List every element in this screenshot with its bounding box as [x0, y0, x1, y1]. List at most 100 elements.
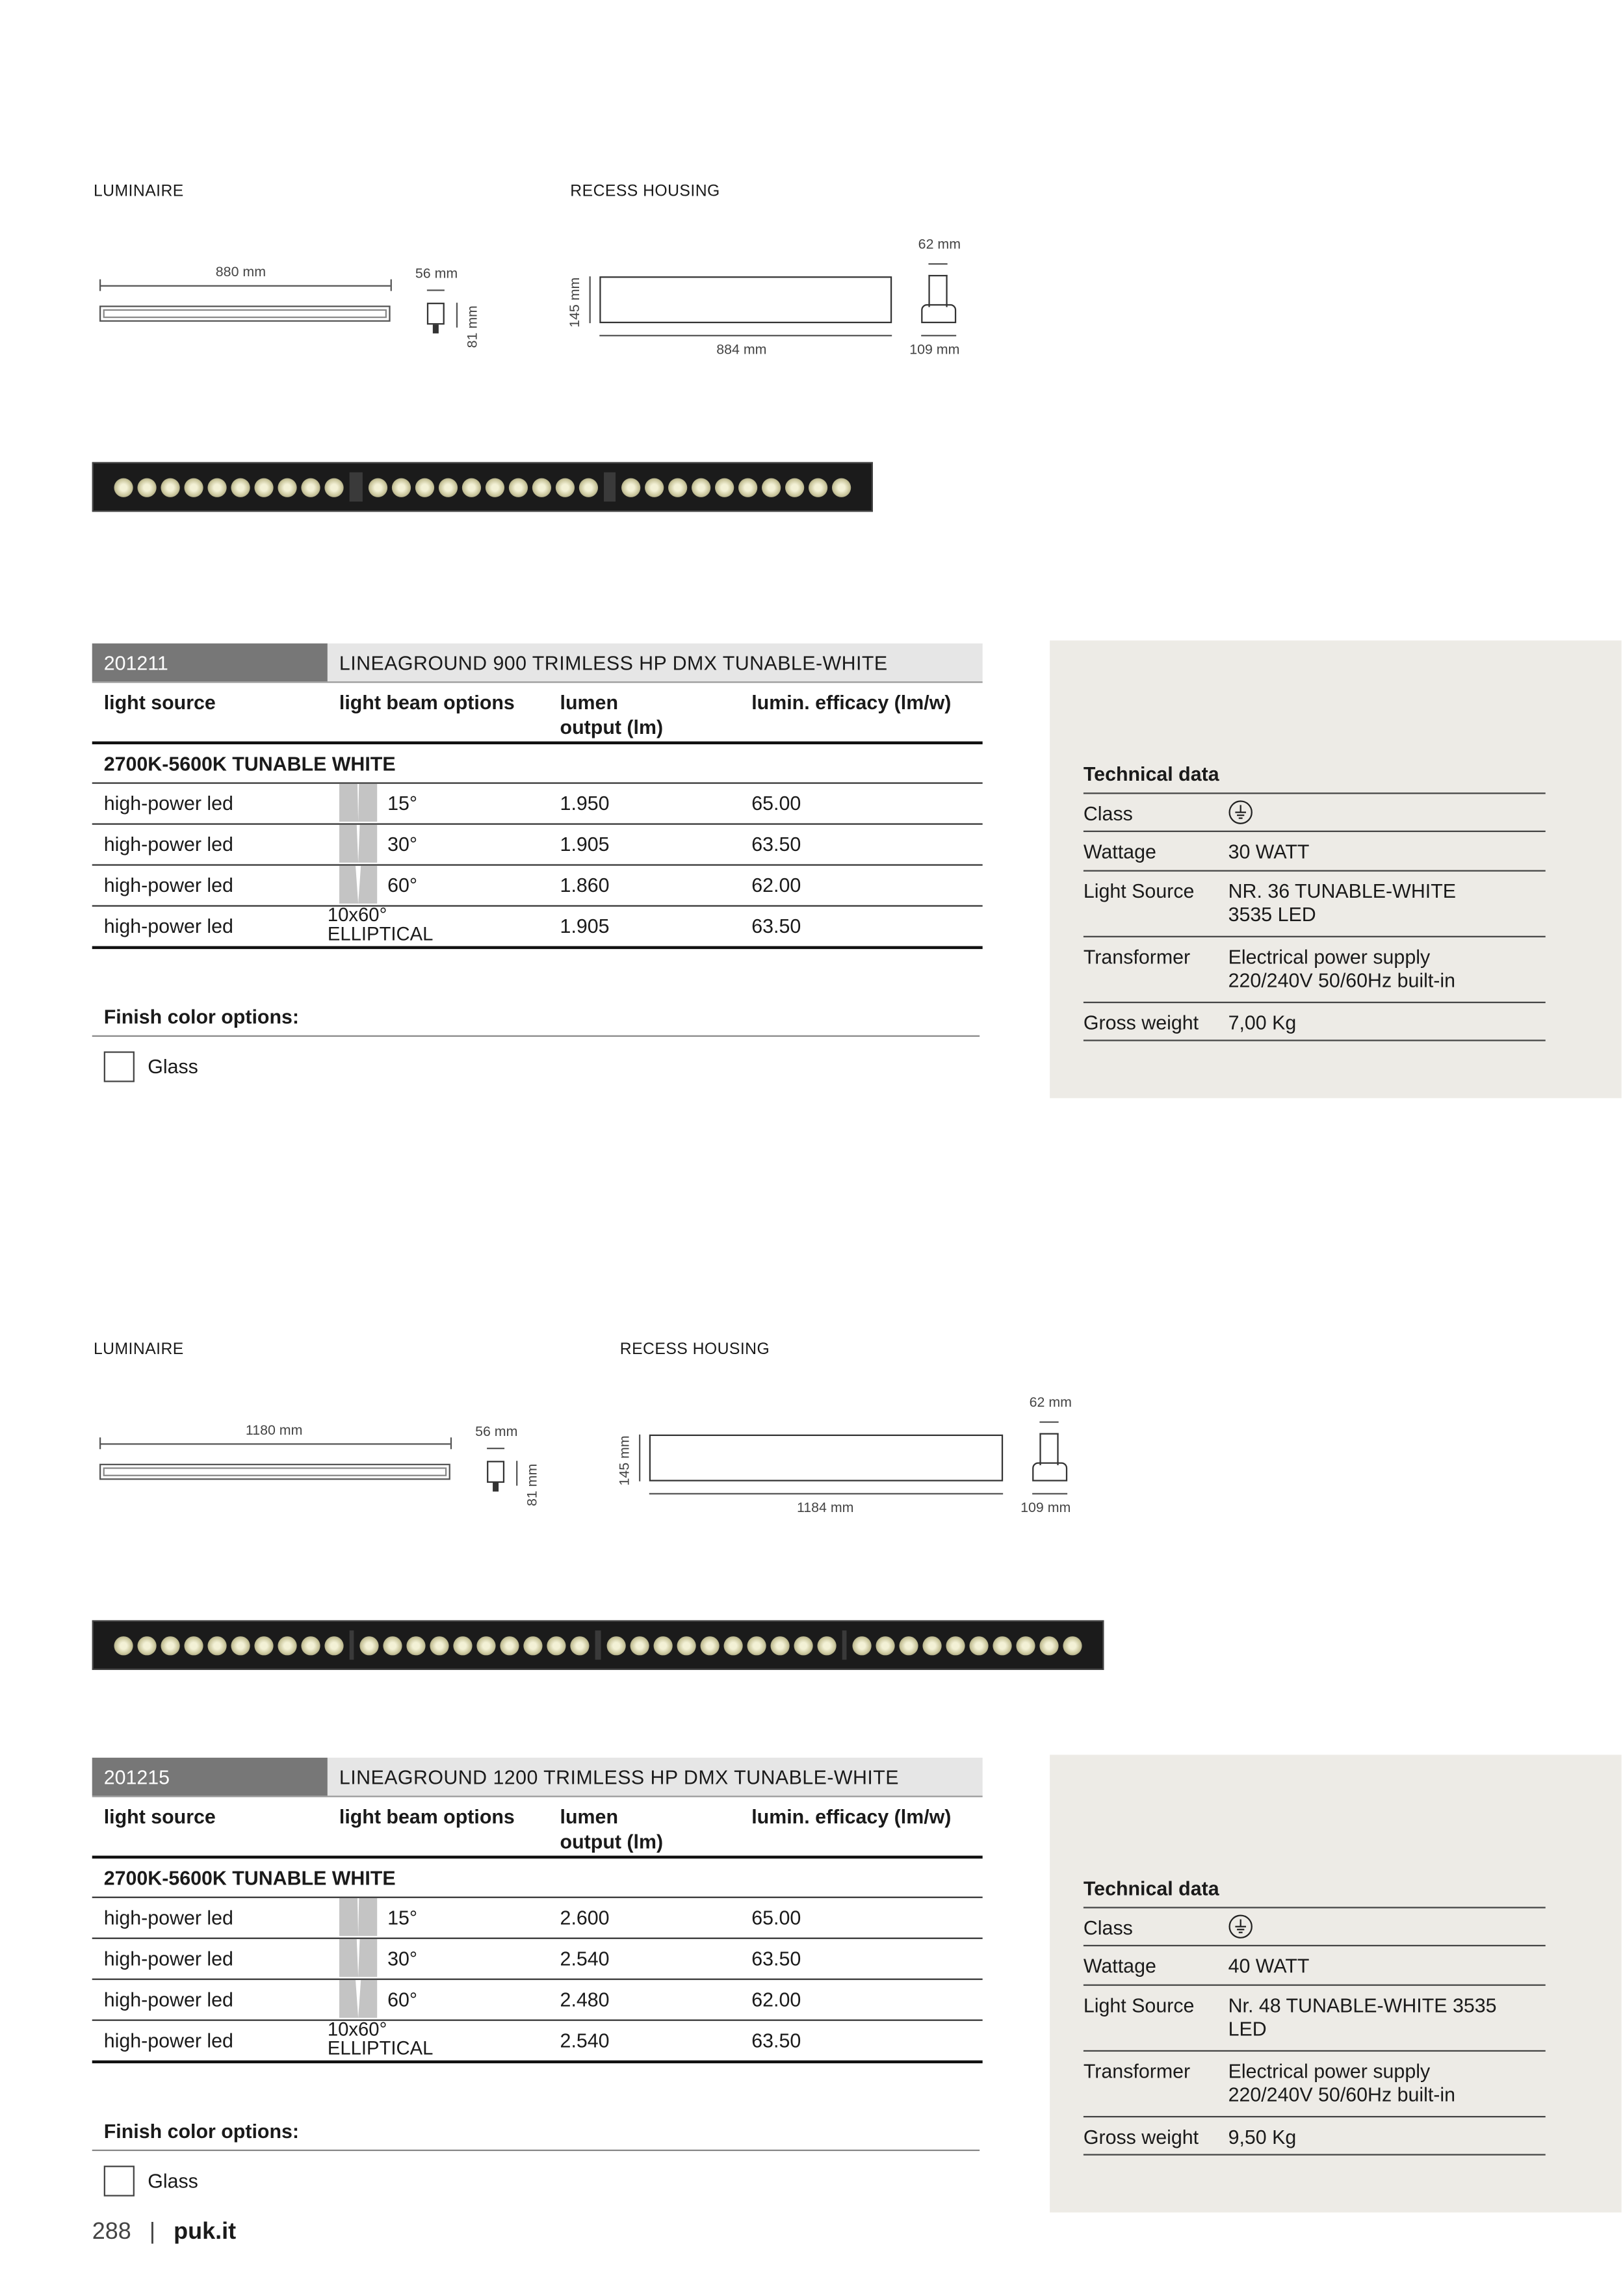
dimension-line [1032, 1493, 1068, 1494]
led-group [616, 477, 857, 497]
recess-section-drawing [1039, 1433, 1059, 1465]
led-group [362, 477, 603, 497]
recess-height-dimension: 145 mm [617, 1435, 634, 1486]
dimension-line [589, 276, 591, 324]
row-rule [92, 782, 983, 784]
header-rule [92, 1795, 983, 1797]
finish-checkbox-glass[interactable] [103, 1051, 135, 1082]
recess-top-dimension: 62 mm [1029, 1395, 1072, 1411]
luminaire-profile-drawing [99, 1463, 450, 1480]
tech-value: 9,50 Kg [1228, 2126, 1297, 2148]
lumen-output-cell: 1.950 [560, 792, 610, 815]
led [653, 1636, 672, 1655]
led [301, 1636, 320, 1655]
recess-housing-label: RECESS HOUSING [570, 183, 720, 201]
tech-rule [1083, 830, 1546, 832]
led [554, 477, 574, 497]
product-title: LINEAGROUND 1200 TRIMLESS HP DMX TUNABLE… [327, 1757, 983, 1796]
led [876, 1636, 895, 1655]
light-source-cell: high-power led [103, 1989, 233, 2011]
tech-key: Transformer [1083, 2060, 1191, 2083]
led [1039, 1636, 1059, 1655]
connector [349, 1630, 355, 1660]
led [500, 1636, 520, 1655]
led [676, 1636, 695, 1655]
led [161, 477, 180, 497]
drawings-section-0: LUMINAIRE RECESS HOUSING 880 mm 56 mm 81 mm 1… [0, 0, 1623, 585]
led [993, 1636, 1012, 1655]
led [770, 1636, 789, 1655]
width-dimension: 56 mm [415, 266, 458, 283]
row-rule [92, 2019, 983, 2021]
led [454, 1636, 473, 1655]
led [231, 477, 250, 497]
dimension-line [921, 335, 957, 337]
efficacy-cell: 62.00 [751, 874, 801, 896]
tech-value: 7,00 Kg [1228, 1011, 1297, 1034]
dimension-line [456, 302, 458, 328]
recess-height-dimension: 145 mm [567, 277, 584, 328]
finish-rule [92, 1035, 980, 1037]
footer: 288 | puk.it [92, 2220, 236, 2246]
beam-30-icon [339, 824, 378, 863]
technical-data-heading: Technical data [1083, 763, 1219, 785]
led [407, 1636, 426, 1655]
led [699, 1636, 719, 1655]
led [301, 477, 320, 497]
tech-rule [1083, 1039, 1546, 1041]
light-source-cell: high-power led [103, 1948, 233, 1970]
beam-angle-cell: 30° [387, 1948, 418, 1970]
column-header: light beam options [339, 1806, 515, 1828]
beam-angle-cell: 60° [387, 1989, 418, 2011]
led [571, 1636, 590, 1655]
column-header: lumin. efficacy (lm/w) [751, 692, 952, 714]
luminaire-section-drawing [487, 1461, 505, 1483]
tech-rule [1083, 870, 1546, 872]
tech-key: Wattage [1083, 1955, 1156, 1977]
recess-section-base [1032, 1462, 1068, 1481]
led [1063, 1636, 1082, 1655]
tech-rule [1083, 935, 1546, 937]
led [524, 1636, 543, 1655]
led [324, 1636, 344, 1655]
header-rule [92, 681, 983, 683]
row-rule [92, 946, 983, 949]
beam-angle-cell: 15° [387, 792, 418, 815]
led [207, 477, 227, 497]
technical-data-panel: Technical data Class Wattage 40 WATT Light S… [1050, 1755, 1622, 2213]
led [922, 1636, 942, 1655]
finish-checkbox-glass[interactable] [103, 2165, 135, 2197]
cable-gland [493, 1482, 499, 1492]
efficacy-cell: 63.50 [751, 915, 801, 937]
lumen-output-cell: 2.540 [560, 2029, 610, 2052]
light-source-cell: high-power led [103, 833, 233, 855]
lumen-output-cell: 2.600 [560, 1907, 610, 1929]
tech-rule [1083, 2154, 1546, 2156]
product-photo [92, 1620, 1104, 1670]
height-dimension: 81 mm [465, 306, 482, 348]
column-header: light source [103, 692, 216, 714]
row-rule [92, 2060, 983, 2064]
led [391, 477, 410, 497]
led [184, 477, 203, 497]
width-dimension: 56 mm [475, 1424, 518, 1441]
dimension-tick [450, 1437, 452, 1450]
site-link[interactable]: puk.it [174, 2219, 237, 2245]
led [161, 1636, 180, 1655]
led [808, 477, 828, 497]
tech-key: Wattage [1083, 841, 1156, 863]
led [231, 1636, 250, 1655]
drawings-section-1: LUMINAIRE RECESS HOUSING 1180 mm 56 mm 81 mm… [0, 1158, 1623, 1743]
efficacy-cell: 65.00 [751, 792, 801, 815]
column-header: lumen output (lm) [560, 692, 664, 738]
product-title: LINEAGROUND 900 TRIMLESS HP DMX TUNABLE-… [327, 643, 983, 682]
earth-ground-class-icon [1228, 800, 1253, 824]
beam-angle-cell: 15° [387, 1907, 418, 1929]
tech-rule [1083, 2116, 1546, 2118]
led-group [354, 1636, 595, 1655]
product-code: 201215 [92, 1757, 328, 1796]
finish-color-label: Finish color options: [103, 1006, 300, 1028]
column-header: lumin. efficacy (lm/w) [751, 1806, 952, 1828]
recess-section-base [921, 304, 957, 324]
led [114, 1636, 133, 1655]
